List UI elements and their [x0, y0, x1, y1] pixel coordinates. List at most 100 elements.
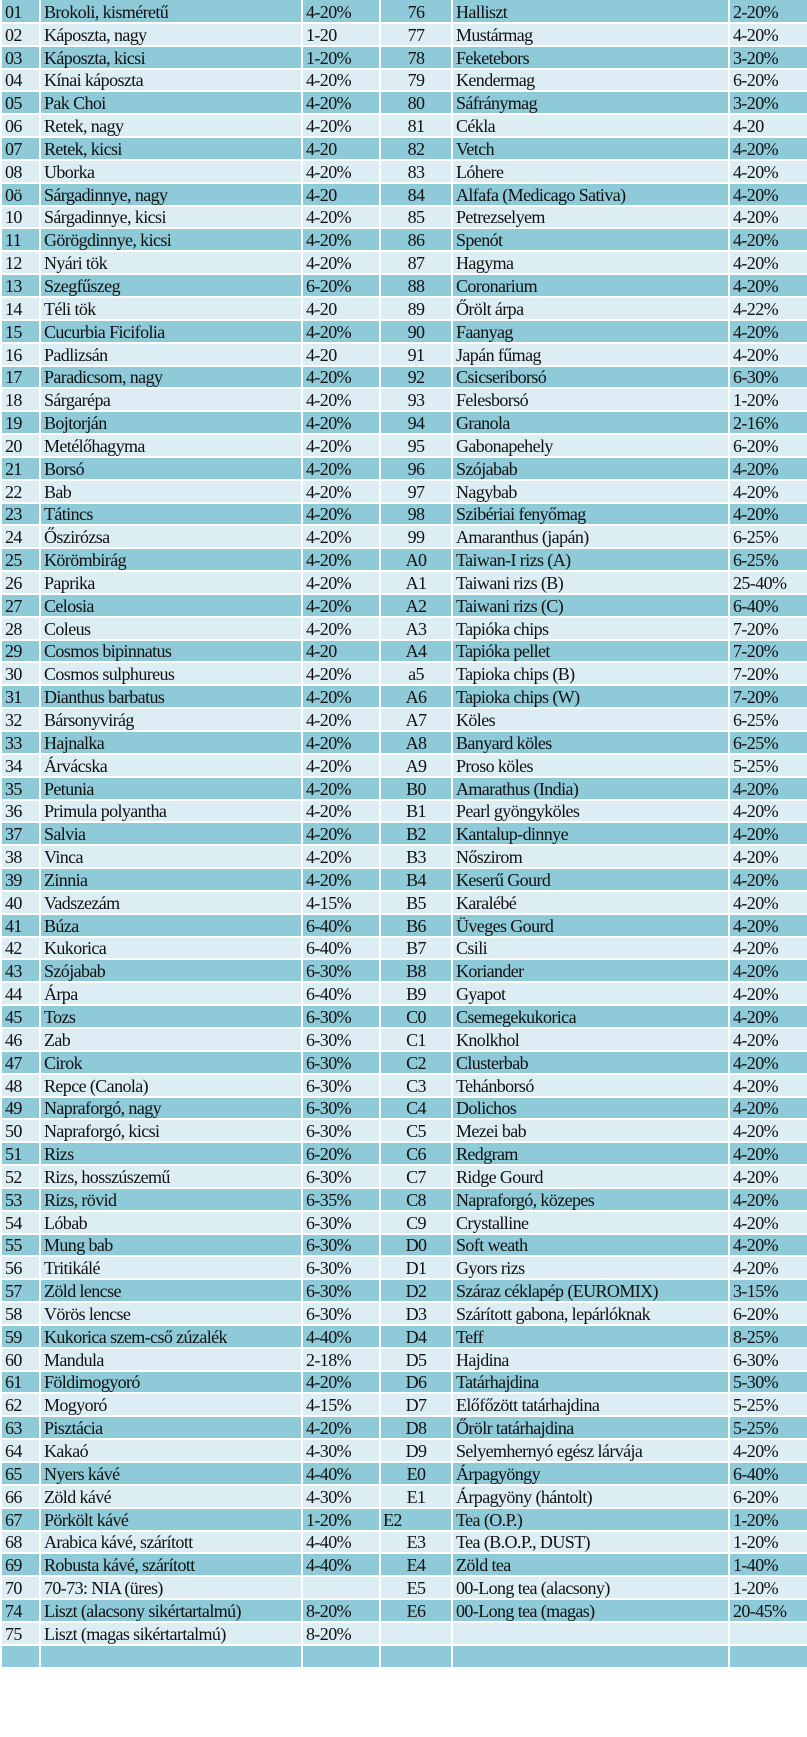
- table-row: 19 Bojtorján 4-20% 94 Granola 2-16%: [0, 411, 807, 436]
- left-range-cell: 2-18%: [301, 1347, 381, 1372]
- left-range-cell: 4-20%: [301, 502, 381, 527]
- left-range-cell: 6-30%: [301, 1027, 381, 1052]
- left-name-cell: Földimogyoró: [39, 1370, 303, 1395]
- right-name-cell: Hajdina: [451, 1347, 730, 1372]
- left-name-cell: Zöld kávé: [39, 1484, 303, 1509]
- right-code-cell: 84: [379, 182, 453, 207]
- left-code-cell: 08: [0, 159, 41, 184]
- right-name-cell: Napraforgó, közepes: [451, 1187, 730, 1212]
- left-name-cell: Cosmos bipinnatus: [39, 639, 303, 664]
- right-name-cell: Coronarium: [451, 274, 730, 298]
- right-name-cell: Spenót: [451, 228, 730, 253]
- left-name-cell: Liszt (alacsony sikértartalmú): [39, 1599, 303, 1623]
- right-range-cell: 4-20%: [728, 1027, 807, 1052]
- table-row: 15 Cucurbia Ficifolia 4-20% 90 Faanyag 4-20%: [0, 319, 807, 344]
- table-row: 68 Arabica kávé, szárított 4-40% E3 Tea (B.O…: [0, 1530, 807, 1555]
- left-code-cell: 16: [0, 342, 41, 367]
- right-code-cell: E1: [379, 1484, 453, 1509]
- right-range-cell: 6-30%: [728, 1347, 807, 1372]
- right-range-cell: 7-20%: [728, 639, 807, 664]
- table-row: 18 Sárgarépa 4-20% 93 Felesborsó 1-20%: [0, 388, 807, 413]
- table-body: 01 Brokoli, kisméretű 4-20% 76 Halliszt 2-20%…: [0, 0, 807, 1669]
- left-code-cell: 36: [0, 799, 41, 824]
- left-name-cell: Cucurbia Ficifolia: [39, 319, 303, 344]
- table-row: 16 Padlizsán 4-20 91 Japán fűmag 4-20%: [0, 342, 807, 367]
- left-range-cell: 6-20%: [301, 1142, 381, 1167]
- left-range-cell: 4-20%: [301, 799, 381, 824]
- left-code-cell: 04: [0, 68, 41, 93]
- left-code-cell: 18: [0, 388, 41, 413]
- right-code-cell: D6: [379, 1370, 453, 1395]
- right-name-cell: Banyard köles: [451, 731, 730, 755]
- right-range-cell: 3-20%: [728, 45, 807, 70]
- left-code-cell: 31: [0, 685, 41, 710]
- right-name-cell: Gabonapehely: [451, 434, 730, 458]
- left-name-cell: Tozs: [39, 1005, 303, 1029]
- left-name-cell: Nyári tök: [39, 251, 303, 276]
- left-range-cell: 6-30%: [301, 1050, 381, 1075]
- right-name-cell: Gyors rizs: [451, 1256, 730, 1281]
- left-code-cell: 21: [0, 456, 41, 481]
- right-range-cell: 4-20%: [728, 982, 807, 1007]
- left-range-cell: 6-40%: [301, 936, 381, 961]
- right-range-cell: 4-20%: [728, 799, 807, 824]
- right-name-cell: Crystalline: [451, 1210, 730, 1235]
- right-code-cell: D5: [379, 1347, 453, 1372]
- left-code-cell: 29: [0, 639, 41, 664]
- right-name-cell: Tehánborsó: [451, 1073, 730, 1098]
- right-range-cell: 4-20%: [728, 1165, 807, 1189]
- left-name-cell: Lóbab: [39, 1210, 303, 1235]
- left-name-cell: Repce (Canola): [39, 1073, 303, 1098]
- table-row: 17 Paradicsom, nagy 4-20% 92 Csicseriborsó 6-…: [0, 365, 807, 390]
- right-name-cell: [451, 1621, 730, 1646]
- left-range-cell: 6-30%: [301, 1005, 381, 1029]
- left-range-cell: 1-20%: [301, 1507, 381, 1532]
- left-code-cell: 20: [0, 434, 41, 458]
- right-name-cell: Hagyma: [451, 251, 730, 276]
- table-row: 46 Zab 6-30% C1 Knolkhol 4-20%: [0, 1027, 807, 1052]
- right-range-cell: 3-20%: [728, 91, 807, 116]
- left-range-cell: 4-20%: [301, 91, 381, 116]
- left-code-cell: 41: [0, 913, 41, 938]
- right-range-cell: 5-30%: [728, 1370, 807, 1395]
- left-name-cell: Kakaó: [39, 1439, 303, 1463]
- left-range-cell: 4-20%: [301, 411, 381, 436]
- left-code-cell: 59: [0, 1324, 41, 1349]
- left-range-cell: 4-20%: [301, 388, 381, 413]
- right-name-cell: Őrölr tatárhajdina: [451, 1416, 730, 1441]
- right-name-cell: Lóhere: [451, 159, 730, 184]
- right-name-cell: Faanyag: [451, 319, 730, 344]
- right-code-cell: 76: [379, 0, 453, 24]
- right-name-cell: Árpagyöny (hántolt): [451, 1484, 730, 1509]
- left-name-cell: Szójabab: [39, 959, 303, 984]
- table-row: 20 Metélőhagyma 4-20% 95 Gabonapehely 6-20%: [0, 434, 807, 458]
- left-code-cell: 69: [0, 1553, 41, 1578]
- left-range-cell: 4-20%: [301, 365, 381, 390]
- right-range-cell: 6-40%: [728, 1462, 807, 1486]
- right-name-cell: Tea (B.O.P., DUST): [451, 1530, 730, 1555]
- right-range-cell: 4-20%: [728, 776, 807, 801]
- right-name-cell: Felesborsó: [451, 388, 730, 413]
- right-code-cell: 92: [379, 365, 453, 390]
- right-code-cell: E4: [379, 1553, 453, 1578]
- table-row: 06 Retek, nagy 4-20% 81 Cékla 4-20: [0, 114, 807, 139]
- left-name-cell: Celosia: [39, 593, 303, 618]
- table-row: 23 Tátincs 4-20% 98 Szibériai fenyőmag 4-20%: [0, 502, 807, 527]
- right-range-cell: 4-20: [728, 114, 807, 139]
- left-code-cell: 63: [0, 1416, 41, 1441]
- left-range-cell: 4-15%: [301, 890, 381, 915]
- left-range-cell: 8-20%: [301, 1621, 381, 1646]
- right-range-cell: 3-15%: [728, 1279, 807, 1304]
- right-code-cell: E2: [379, 1507, 453, 1532]
- right-code-cell: 97: [379, 479, 453, 504]
- right-name-cell: Amarathus (India): [451, 776, 730, 801]
- right-name-cell: Halliszt: [451, 0, 730, 24]
- left-code-cell: 47: [0, 1050, 41, 1075]
- table-row: 60 Mandula 2-18% D5 Hajdina 6-30%: [0, 1347, 807, 1372]
- left-code-cell: 62: [0, 1393, 41, 1418]
- left-code-cell: 49: [0, 1096, 41, 1121]
- left-code-cell: 14: [0, 296, 41, 321]
- left-code-cell: 39: [0, 868, 41, 892]
- right-range-cell: 2-16%: [728, 411, 807, 436]
- right-name-cell: Taiwani rizs (B): [451, 571, 730, 595]
